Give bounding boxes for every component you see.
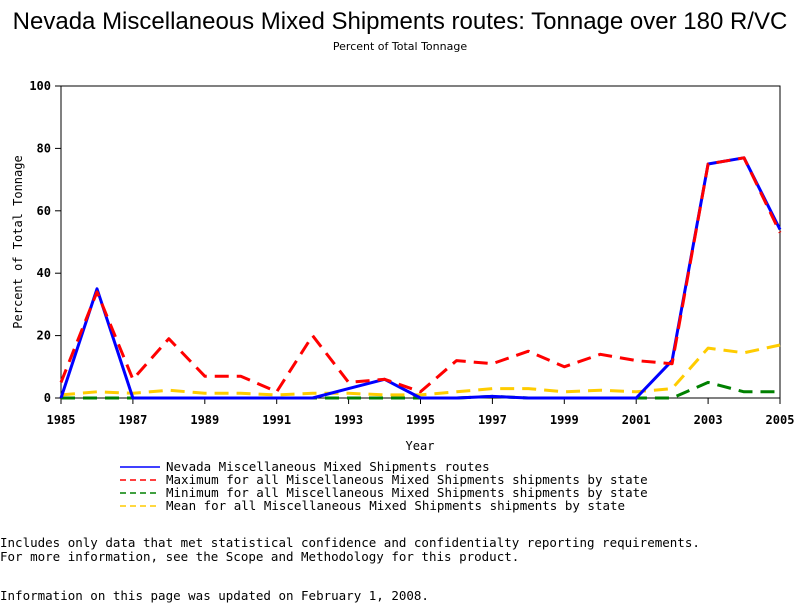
footnote-methodology: For more information, see the Scope and … (0, 549, 520, 564)
x-tick-label: 2001 (622, 413, 651, 427)
x-tick-label: 1999 (550, 413, 579, 427)
x-tick-label: 1993 (334, 413, 363, 427)
footnote-confidence: Includes only data that met statistical … (0, 535, 700, 550)
chart-title: Nevada Miscellaneous Mixed Shipments rou… (12, 8, 788, 35)
legend: Nevada Miscellaneous Mixed Shipments rou… (120, 459, 648, 513)
series-line-4 (60, 343, 781, 397)
legend-label: Minimum for all Miscellaneous Mixed Ship… (166, 485, 648, 500)
line-chart: 0 20 40 60 80 100 1985 1987 1989 1991 1993 1995 199… (11, 79, 795, 513)
legend-label: Maximum for all Miscellaneous Mixed Ship… (166, 472, 648, 487)
x-axis-label: Year (406, 439, 435, 453)
footnotes: Includes only data that met statistical … (0, 536, 700, 564)
x-tick-label: 1985 (47, 413, 76, 427)
legend-label: Nevada Miscellaneous Mixed Shipments rou… (166, 459, 490, 474)
x-tick-label: 1987 (118, 413, 147, 427)
x-tick-label: 1991 (262, 413, 291, 427)
x-axis: 1985 1987 1989 1991 1993 1995 1997 1999 2001 2003… (47, 398, 795, 427)
plot-frame (60, 85, 781, 399)
y-axis: 0 20 40 60 80 100 (29, 79, 61, 405)
x-tick-label: 2005 (766, 413, 795, 427)
x-tick-label: 1997 (478, 413, 507, 427)
series-line-2 (59, 156, 782, 394)
update-notice: Information on this page was updated on … (0, 588, 429, 603)
x-tick-label: 1995 (406, 413, 435, 427)
y-tick-label: 60 (37, 204, 51, 218)
y-tick-label: 100 (29, 79, 51, 93)
y-tick-label: 0 (44, 391, 51, 405)
legend-label: Mean for all Miscellaneous Mixed Shipmen… (166, 498, 625, 513)
chart-subtitle: Percent of Total Tonnage (332, 40, 468, 53)
series-lines (59, 156, 782, 400)
y-tick-label: 20 (37, 329, 51, 343)
y-axis-label: Percent of Total Tonnage (11, 155, 25, 328)
y-tick-label: 80 (37, 141, 51, 155)
series-line-1 (59, 156, 782, 400)
y-tick-label: 40 (37, 266, 51, 280)
x-tick-label: 2003 (694, 413, 723, 427)
x-tick-label: 1989 (190, 413, 219, 427)
